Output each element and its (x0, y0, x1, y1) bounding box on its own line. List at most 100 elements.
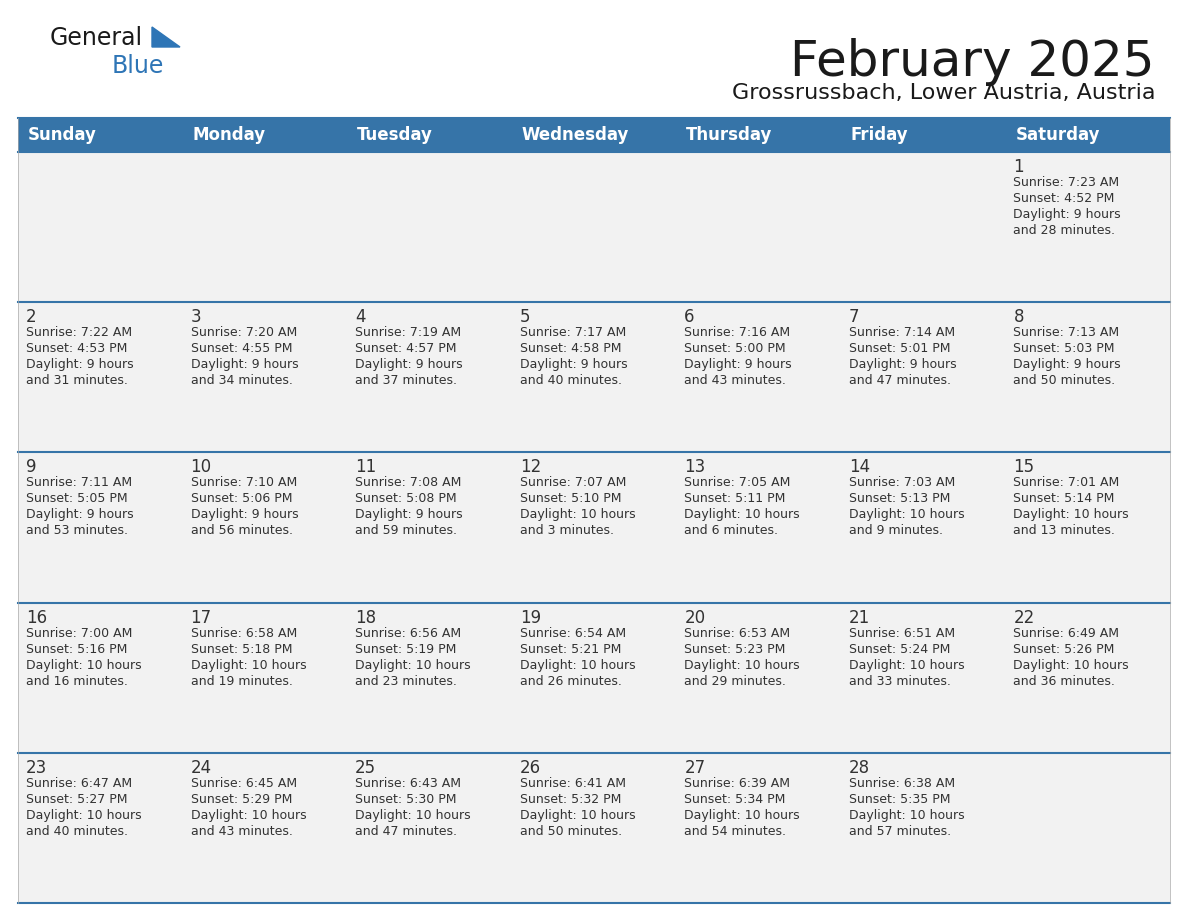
Text: Sunset: 4:55 PM: Sunset: 4:55 PM (190, 342, 292, 355)
Text: 3: 3 (190, 308, 201, 326)
Bar (183, 152, 347, 302)
Text: 21: 21 (849, 609, 870, 627)
Text: Sunrise: 7:22 AM: Sunrise: 7:22 AM (26, 326, 132, 339)
Bar (18, 302, 183, 453)
Text: 20: 20 (684, 609, 706, 627)
Text: 26: 26 (519, 759, 541, 777)
Text: 7: 7 (849, 308, 859, 326)
Text: and 3 minutes.: and 3 minutes. (519, 524, 614, 537)
Text: Daylight: 9 hours: Daylight: 9 hours (355, 358, 463, 371)
Text: Sunrise: 6:38 AM: Sunrise: 6:38 AM (849, 777, 955, 789)
Text: 16: 16 (26, 609, 48, 627)
Text: Daylight: 10 hours: Daylight: 10 hours (519, 509, 636, 521)
Bar (512, 602, 676, 753)
Text: and 40 minutes.: and 40 minutes. (519, 375, 621, 387)
Bar (841, 753, 1005, 903)
Text: and 37 minutes.: and 37 minutes. (355, 375, 457, 387)
Text: and 28 minutes.: and 28 minutes. (1013, 224, 1116, 237)
Text: and 31 minutes.: and 31 minutes. (26, 375, 128, 387)
Text: Wednesday: Wednesday (522, 126, 630, 144)
Text: Daylight: 9 hours: Daylight: 9 hours (684, 358, 792, 371)
Text: Sunrise: 7:07 AM: Sunrise: 7:07 AM (519, 476, 626, 489)
Text: Thursday: Thursday (687, 126, 772, 144)
Text: Daylight: 9 hours: Daylight: 9 hours (190, 509, 298, 521)
Text: Daylight: 9 hours: Daylight: 9 hours (519, 358, 627, 371)
Bar (347, 152, 512, 302)
Text: and 47 minutes.: and 47 minutes. (849, 375, 950, 387)
Text: Sunset: 5:21 PM: Sunset: 5:21 PM (519, 643, 621, 655)
Bar (1005, 602, 1170, 753)
Text: 19: 19 (519, 609, 541, 627)
Text: and 54 minutes.: and 54 minutes. (684, 824, 786, 838)
Text: Sunset: 5:03 PM: Sunset: 5:03 PM (1013, 342, 1114, 355)
Text: Sunset: 5:05 PM: Sunset: 5:05 PM (26, 492, 127, 506)
Text: Sunrise: 6:45 AM: Sunrise: 6:45 AM (190, 777, 297, 789)
Text: Sunrise: 7:03 AM: Sunrise: 7:03 AM (849, 476, 955, 489)
Bar (18, 753, 183, 903)
Text: Sunrise: 7:11 AM: Sunrise: 7:11 AM (26, 476, 132, 489)
Text: 17: 17 (190, 609, 211, 627)
Text: 27: 27 (684, 759, 706, 777)
Text: Sunrise: 6:43 AM: Sunrise: 6:43 AM (355, 777, 461, 789)
Text: and 36 minutes.: and 36 minutes. (1013, 675, 1116, 688)
Text: Sunrise: 6:58 AM: Sunrise: 6:58 AM (190, 627, 297, 640)
Text: Daylight: 9 hours: Daylight: 9 hours (1013, 358, 1121, 371)
Text: 24: 24 (190, 759, 211, 777)
Bar (347, 602, 512, 753)
Text: Sunrise: 7:14 AM: Sunrise: 7:14 AM (849, 326, 955, 339)
Bar (183, 602, 347, 753)
Text: and 59 minutes.: and 59 minutes. (355, 524, 457, 537)
Bar (18, 453, 183, 602)
Polygon shape (152, 27, 181, 47)
Text: Sunset: 4:53 PM: Sunset: 4:53 PM (26, 342, 127, 355)
Text: Sunrise: 7:23 AM: Sunrise: 7:23 AM (1013, 176, 1119, 189)
Text: February 2025: February 2025 (790, 38, 1155, 86)
Text: Sunset: 5:16 PM: Sunset: 5:16 PM (26, 643, 127, 655)
Text: Sunrise: 7:08 AM: Sunrise: 7:08 AM (355, 476, 461, 489)
Text: and 43 minutes.: and 43 minutes. (684, 375, 786, 387)
Text: Daylight: 10 hours: Daylight: 10 hours (519, 809, 636, 822)
Text: Sunday: Sunday (29, 126, 97, 144)
Text: 28: 28 (849, 759, 870, 777)
Text: Sunset: 5:26 PM: Sunset: 5:26 PM (1013, 643, 1114, 655)
Text: Daylight: 9 hours: Daylight: 9 hours (26, 358, 133, 371)
Text: 10: 10 (190, 458, 211, 476)
Text: Sunrise: 7:13 AM: Sunrise: 7:13 AM (1013, 326, 1119, 339)
Text: Sunset: 5:29 PM: Sunset: 5:29 PM (190, 793, 292, 806)
Text: Sunrise: 6:51 AM: Sunrise: 6:51 AM (849, 627, 955, 640)
Text: and 47 minutes.: and 47 minutes. (355, 824, 457, 838)
Text: Daylight: 10 hours: Daylight: 10 hours (684, 809, 800, 822)
Text: 8: 8 (1013, 308, 1024, 326)
Text: Blue: Blue (112, 54, 164, 78)
Text: Sunset: 5:18 PM: Sunset: 5:18 PM (190, 643, 292, 655)
Text: Sunset: 5:32 PM: Sunset: 5:32 PM (519, 793, 621, 806)
Text: and 23 minutes.: and 23 minutes. (355, 675, 457, 688)
Text: Daylight: 10 hours: Daylight: 10 hours (684, 658, 800, 672)
Text: Sunset: 5:35 PM: Sunset: 5:35 PM (849, 793, 950, 806)
Text: Daylight: 10 hours: Daylight: 10 hours (190, 809, 307, 822)
Text: 12: 12 (519, 458, 541, 476)
Text: 2: 2 (26, 308, 37, 326)
Text: Sunset: 5:10 PM: Sunset: 5:10 PM (519, 492, 621, 506)
Text: Sunset: 5:11 PM: Sunset: 5:11 PM (684, 492, 785, 506)
Text: Sunrise: 7:17 AM: Sunrise: 7:17 AM (519, 326, 626, 339)
Text: 4: 4 (355, 308, 366, 326)
Text: Daylight: 10 hours: Daylight: 10 hours (519, 658, 636, 672)
Text: Daylight: 10 hours: Daylight: 10 hours (355, 809, 470, 822)
Text: 18: 18 (355, 609, 377, 627)
Text: Daylight: 10 hours: Daylight: 10 hours (26, 809, 141, 822)
Text: and 56 minutes.: and 56 minutes. (190, 524, 292, 537)
Bar (676, 753, 841, 903)
Text: Sunrise: 6:49 AM: Sunrise: 6:49 AM (1013, 627, 1119, 640)
Text: Sunrise: 7:16 AM: Sunrise: 7:16 AM (684, 326, 790, 339)
Text: Sunset: 5:30 PM: Sunset: 5:30 PM (355, 793, 456, 806)
Text: Daylight: 9 hours: Daylight: 9 hours (355, 509, 463, 521)
Bar (347, 753, 512, 903)
Text: Sunset: 5:13 PM: Sunset: 5:13 PM (849, 492, 950, 506)
Text: Sunrise: 6:41 AM: Sunrise: 6:41 AM (519, 777, 626, 789)
Text: Daylight: 10 hours: Daylight: 10 hours (849, 509, 965, 521)
Text: and 29 minutes.: and 29 minutes. (684, 675, 786, 688)
Text: Sunrise: 7:00 AM: Sunrise: 7:00 AM (26, 627, 132, 640)
Text: 11: 11 (355, 458, 377, 476)
Text: Sunset: 4:57 PM: Sunset: 4:57 PM (355, 342, 456, 355)
